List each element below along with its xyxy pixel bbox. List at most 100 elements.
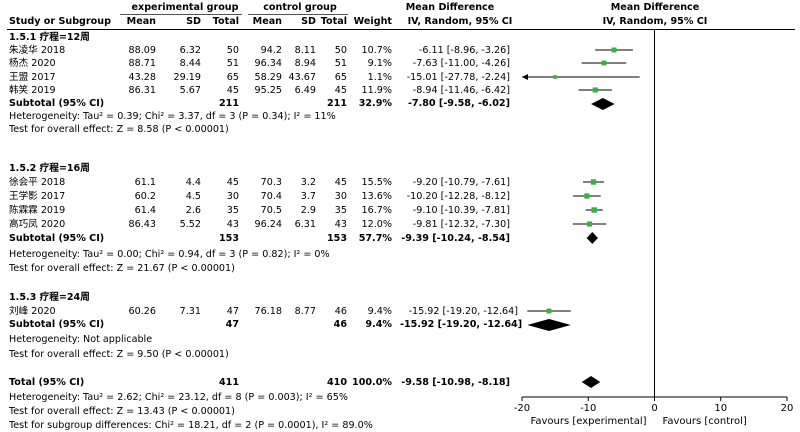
subgroup-title: 1.5.1 疗程=12周 xyxy=(9,32,90,43)
md-ci: -7.63 [-11.00, -4.26] xyxy=(412,58,510,69)
exp-mean: 86.31 xyxy=(128,85,156,96)
weight: 32.9% xyxy=(358,98,392,109)
ctl-total: 51 xyxy=(334,58,347,69)
ctl-total: 43 xyxy=(334,219,347,230)
study-point xyxy=(553,75,557,79)
study-point xyxy=(611,47,617,53)
ctl-total: 46 xyxy=(333,319,347,330)
favours-experimental-label: Favours [experimental] xyxy=(531,416,647,427)
ctl-sd: 8.11 xyxy=(294,45,316,56)
ctl-total: 211 xyxy=(326,98,347,109)
ctl-sd: 3.2 xyxy=(300,177,316,188)
study-name: 徐会平 2018 xyxy=(9,177,66,188)
ctl-total: 65 xyxy=(334,72,347,83)
study-name: 朱凌华 2018 xyxy=(9,45,66,56)
x-tick-label: -10 xyxy=(580,403,596,414)
subgroup-differences-text: Test for subgroup differences: Chi² = 18… xyxy=(9,420,373,431)
total-overall-effect-text: Test for overall effect: Z = 13.43 (P < … xyxy=(9,406,235,417)
x-tick-label: -20 xyxy=(514,403,530,414)
study-point xyxy=(601,60,607,66)
md-ci: -9.20 [-10.79, -7.61] xyxy=(412,177,510,188)
study-point xyxy=(592,87,598,93)
md-ci: -8.94 [-11.46, -6.42] xyxy=(412,85,510,96)
ctl-sd: 2.9 xyxy=(300,205,316,216)
ctl-mean: 96.24 xyxy=(254,219,282,230)
weight: 15.5% xyxy=(361,177,392,188)
exp-total: 30 xyxy=(226,191,239,202)
exp-total: 65 xyxy=(226,72,239,83)
exp-total: 45 xyxy=(226,85,239,96)
exp-sd: 4.5 xyxy=(185,191,201,202)
ctl-total: 35 xyxy=(334,205,347,216)
md-ci: -6.11 [-8.96, -3.26] xyxy=(418,45,510,56)
md-ci: -9.81 [-12.32, -7.30] xyxy=(412,219,510,230)
study-point xyxy=(591,207,597,213)
ctl-mean: 76.18 xyxy=(254,306,282,317)
ci-arrow xyxy=(522,74,528,80)
exp-mean-header: Mean xyxy=(126,16,156,27)
exp-mean: 61.4 xyxy=(134,205,156,216)
summary-diamond xyxy=(527,319,571,331)
study-name: 韩笑 2019 xyxy=(9,85,56,96)
ctl-sd: 6.31 xyxy=(294,219,316,230)
header-rule xyxy=(7,29,795,30)
ctl-total: 410 xyxy=(326,377,347,388)
plot-sub-header: IV, Random, 95% CI xyxy=(602,16,708,27)
heterogeneity-text: Heterogeneity: Tau² = 0.00; Chi² = 0.94,… xyxy=(9,249,330,260)
ctl-mean: 70.3 xyxy=(260,177,282,188)
x-tick-label: 10 xyxy=(714,403,727,414)
md-ci: -7.80 [-9.58, -6.02] xyxy=(407,98,510,109)
ctl-mean: 58.29 xyxy=(254,72,282,83)
heterogeneity-text: Heterogeneity: Tau² = 0.39; Chi² = 3.37,… xyxy=(9,111,336,122)
ctl-sd: 43.67 xyxy=(288,72,316,83)
subgroup-title: 1.5.2 疗程=16周 xyxy=(9,163,90,174)
control-group-header: control group xyxy=(263,2,337,13)
study-point xyxy=(586,221,593,227)
weight: 9.4% xyxy=(367,306,392,317)
ctl-sd: 8.77 xyxy=(294,306,316,317)
subtotal-label: Subtotal (95% CI) xyxy=(9,98,105,109)
exp-total: 43 xyxy=(226,219,239,230)
exp-mean: 88.09 xyxy=(128,45,156,56)
overall-effect-text: Test for overall effect: Z = 21.67 (P < … xyxy=(9,263,235,274)
ctl-total: 153 xyxy=(326,233,347,244)
ctl-total: 45 xyxy=(334,177,347,188)
exp-mean: 61.1 xyxy=(134,177,156,188)
weight: 9.1% xyxy=(367,58,392,69)
plot-header: Mean Difference xyxy=(610,2,700,13)
favours-control-label: Favours [control] xyxy=(663,416,747,427)
weight: 10.7% xyxy=(361,45,392,56)
exp-total: 35 xyxy=(226,205,239,216)
heterogeneity-text: Heterogeneity: Not applicable xyxy=(9,334,153,345)
md-header: Mean Difference xyxy=(405,2,495,13)
subgroup-title: 1.5.3 疗程=24周 xyxy=(9,292,90,303)
study-name: 高巧凤 2020 xyxy=(9,219,66,230)
exp-sd: 7.31 xyxy=(179,306,201,317)
experimental-group-header: experimental group xyxy=(131,2,239,13)
ctl-mean: 96.34 xyxy=(254,58,282,69)
ctl-mean: 94.2 xyxy=(260,45,282,56)
exp-sd: 8.44 xyxy=(179,58,201,69)
exp-total: 50 xyxy=(226,45,239,56)
study-name: 王学影 2017 xyxy=(9,191,66,202)
exp-sd: 4.4 xyxy=(185,177,201,188)
study-name: 刘峰 2020 xyxy=(9,306,56,317)
weight: 13.6% xyxy=(361,191,392,202)
x-tick-label: 0 xyxy=(651,403,657,414)
ctl-mean: 70.4 xyxy=(260,191,282,202)
weight: 1.1% xyxy=(367,72,392,83)
exp-total: 153 xyxy=(218,233,239,244)
exp-total: 411 xyxy=(218,377,239,388)
exp-sd: 5.67 xyxy=(179,85,201,96)
exp-total: 45 xyxy=(226,177,239,188)
ctl-total-header: Total xyxy=(320,16,347,27)
weight: 12.0% xyxy=(361,219,392,230)
study-name: 杨杰 2020 xyxy=(9,58,56,69)
weight: 100.0% xyxy=(352,377,392,388)
exp-total: 47 xyxy=(225,319,239,330)
control-group-underline xyxy=(248,14,348,15)
ctl-sd: 3.7 xyxy=(300,191,316,202)
x-tick-label: 20 xyxy=(781,403,794,414)
weight: 9.4% xyxy=(365,319,392,330)
